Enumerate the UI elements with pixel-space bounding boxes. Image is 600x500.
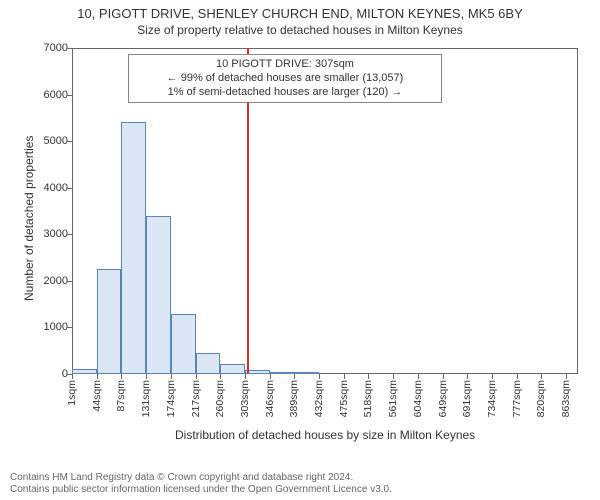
footer-line-1: Contains HM Land Registry data © Crown c… [10, 472, 392, 484]
histogram-bar [72, 369, 97, 374]
histogram-bar [146, 216, 171, 374]
x-tick-mark [220, 374, 221, 379]
annotation-line-3: 1% of semi-detached houses are larger (1… [135, 86, 435, 100]
x-tick-label: 432sqm [313, 380, 325, 417]
x-tick-mark [146, 374, 147, 379]
annotation-line-1: 10 PIGOTT DRIVE: 307sqm [135, 58, 435, 72]
page-title: 10, PIGOTT DRIVE, SHENLEY CHURCH END, MI… [0, 0, 600, 23]
x-tick-label: 561sqm [387, 380, 399, 417]
x-tick-label: 303sqm [239, 380, 251, 417]
x-tick-mark [171, 374, 172, 379]
x-tick-label: 174sqm [165, 380, 177, 417]
y-tick-mark [67, 234, 72, 235]
x-tick-mark [245, 374, 246, 379]
x-tick-mark [492, 374, 493, 379]
annotation-box: 10 PIGOTT DRIVE: 307sqm ← 99% of detache… [128, 54, 442, 103]
y-tick-mark [67, 95, 72, 96]
histogram-bar [171, 314, 196, 374]
y-tick-mark [67, 141, 72, 142]
y-axis-label: Number of detached properties [22, 136, 36, 301]
x-tick-mark [467, 374, 468, 379]
x-tick-label: 820sqm [535, 380, 547, 417]
histogram-bar [294, 372, 319, 374]
footer: Contains HM Land Registry data © Crown c… [10, 472, 392, 496]
x-tick-label: 649sqm [437, 380, 449, 417]
x-tick-mark [72, 374, 73, 379]
x-tick-label: 1sqm [66, 380, 78, 406]
x-tick-label: 518sqm [362, 380, 374, 417]
x-tick-label: 389sqm [288, 380, 300, 417]
histogram-bar [97, 269, 122, 374]
x-tick-label: 87sqm [115, 380, 127, 412]
x-tick-mark [121, 374, 122, 379]
x-tick-label: 131sqm [140, 380, 152, 417]
x-tick-label: 217sqm [190, 380, 202, 417]
x-tick-label: 734sqm [486, 380, 498, 417]
x-tick-mark [97, 374, 98, 379]
x-tick-mark [319, 374, 320, 379]
x-tick-mark [368, 374, 369, 379]
histogram-bar [121, 122, 146, 374]
x-tick-mark [443, 374, 444, 379]
x-tick-label: 44sqm [91, 380, 103, 412]
histogram-bar [270, 372, 295, 374]
x-tick-label: 777sqm [511, 380, 523, 417]
x-tick-label: 691sqm [461, 380, 473, 417]
y-tick-mark [67, 327, 72, 328]
x-tick-label: 346sqm [264, 380, 276, 417]
x-tick-mark [541, 374, 542, 379]
footer-line-2: Contains public sector information licen… [10, 484, 392, 496]
y-tick-mark [67, 188, 72, 189]
x-tick-label: 475sqm [338, 380, 350, 417]
x-tick-label: 863sqm [560, 380, 572, 417]
histogram-bar [196, 353, 221, 374]
x-axis-label: Distribution of detached houses by size … [175, 428, 475, 442]
chart-subtitle: Size of property relative to detached ho… [0, 23, 600, 39]
x-tick-mark [566, 374, 567, 379]
x-tick-mark [418, 374, 419, 379]
x-tick-label: 260sqm [214, 380, 226, 417]
x-tick-mark [270, 374, 271, 379]
y-tick-mark [67, 281, 72, 282]
x-tick-mark [517, 374, 518, 379]
x-tick-label: 604sqm [412, 380, 424, 417]
histogram-bar [220, 364, 245, 374]
x-tick-mark [294, 374, 295, 379]
y-tick-mark [67, 48, 72, 49]
chart-container: 10, PIGOTT DRIVE, SHENLEY CHURCH END, MI… [0, 0, 600, 500]
x-tick-mark [393, 374, 394, 379]
x-tick-mark [196, 374, 197, 379]
annotation-line-2: ← 99% of detached houses are smaller (13… [135, 72, 435, 86]
x-tick-mark [344, 374, 345, 379]
